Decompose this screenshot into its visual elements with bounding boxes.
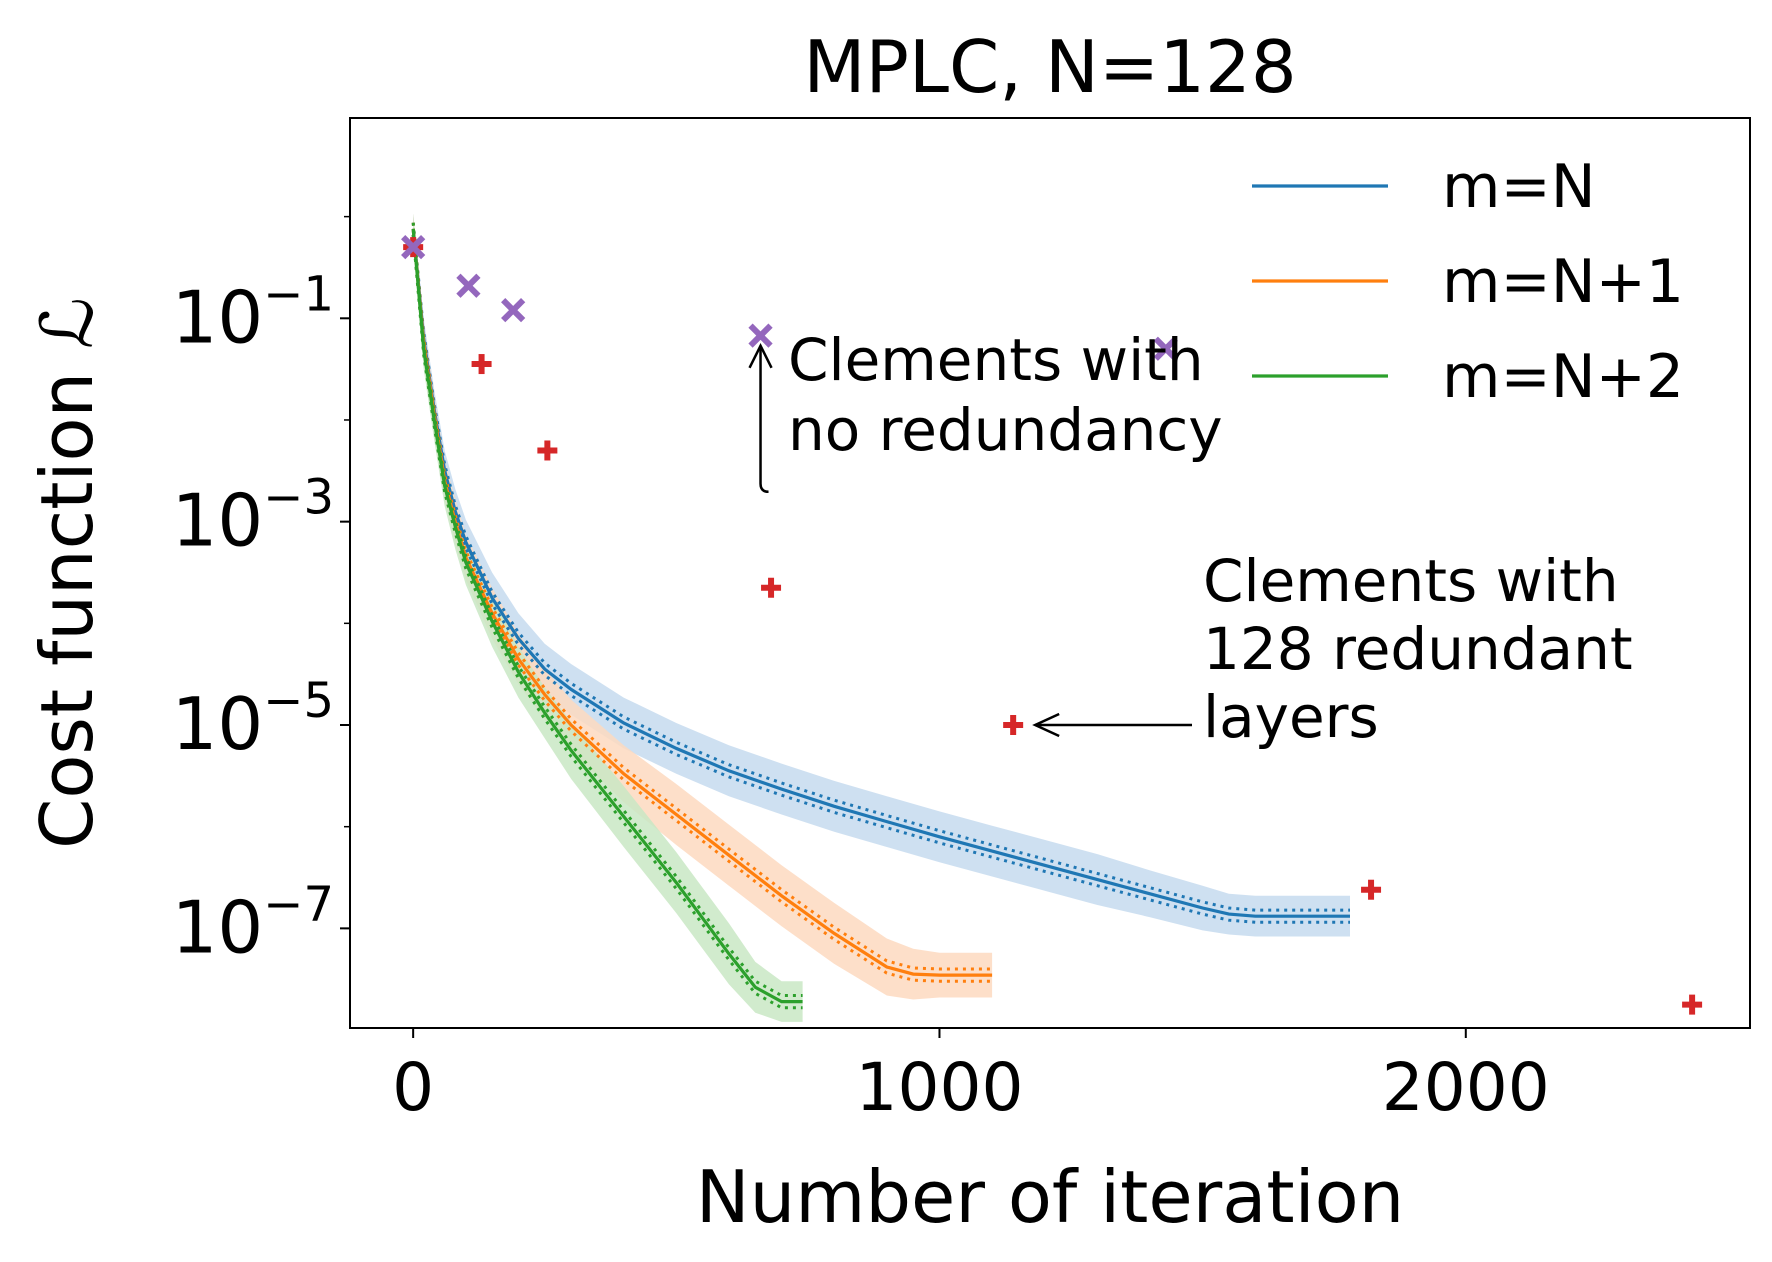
x-tick-label-2: 1000 xyxy=(855,1049,1023,1126)
y-tick-label-3: 10−5 xyxy=(172,673,334,766)
y-axis-ticks: 10−1 10−3 10−5 10−7 xyxy=(172,215,350,969)
annotation-no-redundancy-line-2: no redundancy xyxy=(788,396,1223,464)
plus-marker-4 xyxy=(761,577,782,598)
series-3-lower-dotted xyxy=(411,234,803,1010)
annotation-128-redundant-line-1: Clements with xyxy=(1203,547,1619,615)
legend-label-3: m=N+2 xyxy=(1442,342,1684,412)
y-tick-label-4: 10−7 xyxy=(172,876,334,969)
x-tick-label-3: 2000 xyxy=(1382,1049,1550,1126)
x-marker-3 xyxy=(501,298,526,323)
x-marker-5 xyxy=(1153,336,1178,361)
y-tick-label-2: 10−3 xyxy=(172,470,334,563)
chart-title: MPLC, N=128 xyxy=(803,25,1296,109)
plus-marker-2 xyxy=(471,354,492,375)
band-1 xyxy=(413,213,1350,937)
x-marker-2 xyxy=(456,273,481,298)
x-axis-ticks: 0 1000 2000 xyxy=(392,1028,1550,1126)
plot-frame xyxy=(349,117,1751,1029)
annotation-no-redundancy-line-1: Clements with xyxy=(788,326,1204,394)
plus-marker-5 xyxy=(1003,715,1024,736)
series-3-upper-dotted xyxy=(411,222,803,997)
x-axis-label: Number of iteration xyxy=(696,1155,1405,1239)
series-2-lower-dotted xyxy=(411,234,993,983)
annotation-128-redundant-line-2: 128 redundant xyxy=(1203,615,1633,683)
plus-marker-6 xyxy=(1361,879,1382,900)
y-axis-label: Cost function ℒ xyxy=(25,297,109,849)
legend: m=N m=N+1 m=N+2 xyxy=(1252,152,1684,412)
y-tick-label-1: 10−1 xyxy=(172,266,334,359)
legend-label-1: m=N xyxy=(1442,152,1596,222)
series-3-line xyxy=(411,228,803,1004)
plus-marker-7 xyxy=(1682,994,1703,1015)
series-2-upper-dotted xyxy=(411,222,993,971)
series-lines xyxy=(411,222,1350,1010)
x-marker-1 xyxy=(401,235,426,260)
x-marker-4 xyxy=(748,323,773,348)
markers xyxy=(401,235,1703,1015)
x-tick-label-1: 0 xyxy=(392,1049,434,1126)
annotation-128-redundant-line-3: layers xyxy=(1203,683,1379,751)
plus-marker-3 xyxy=(537,440,558,461)
legend-label-2: m=N+1 xyxy=(1442,247,1684,317)
